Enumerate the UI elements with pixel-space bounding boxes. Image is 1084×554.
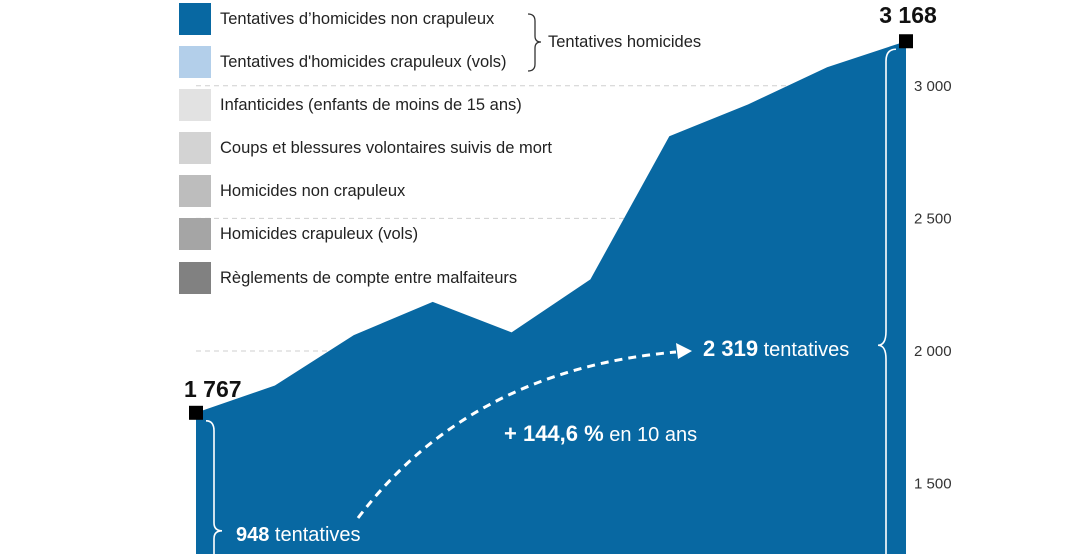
legend-label: Règlements de compte entre malfaiteurs — [220, 269, 518, 287]
endpoint-markers: 1 767 3 168 — [184, 2, 937, 420]
growth-annotation: + 144,6 % en 10 ans — [504, 421, 697, 446]
growth-arrow-head — [676, 343, 692, 359]
legend-swatch — [179, 175, 211, 207]
legend-item-homicides-crapuleux: Homicides crapuleux (vols) — [179, 218, 599, 252]
legend-label: Infanticides (enfants de moins de 15 ans… — [220, 96, 522, 114]
legend-item-infanticides: Infanticides (enfants de moins de 15 ans… — [179, 89, 599, 123]
brace-right — [877, 48, 897, 554]
start-value-label: 1 767 — [184, 376, 242, 402]
y-tick-label: 3 000 — [914, 78, 952, 95]
legend-swatch — [179, 218, 211, 250]
start-count-annotation: 948 tentatives — [236, 524, 361, 546]
start-point-marker — [189, 405, 203, 420]
legend-label: Tentatives d'homicides crapuleux (vols) — [220, 53, 507, 71]
legend-item-tentatives-crapuleux: Tentatives d'homicides crapuleux (vols) — [179, 46, 599, 80]
legend-group-brace — [527, 13, 542, 72]
y-tick-label: 2 000 — [914, 343, 952, 360]
legend-swatch — [179, 3, 211, 35]
legend-swatch — [179, 262, 211, 294]
end-count-annotation: 2 319 tentatives — [703, 336, 849, 361]
brace-left — [205, 419, 223, 554]
y-tick-label: 2 500 — [914, 210, 952, 227]
legend-swatch — [179, 46, 211, 78]
legend-label: Coups et blessures volontaires suivis de… — [220, 139, 552, 157]
legend-item-homicides-non-crapuleux: Homicides non crapuleux — [179, 175, 599, 209]
legend-item-reglements-compte: Règlements de compte entre malfaiteurs — [179, 262, 599, 296]
y-axis: 1 500 2 000 2 500 3 000 — [914, 78, 952, 493]
legend-swatch — [179, 132, 211, 164]
end-point-marker — [899, 34, 913, 49]
legend-label: Tentatives d’homicides non crapuleux — [220, 10, 495, 28]
legend-swatch — [179, 89, 211, 121]
legend-item-tentatives-non-crapuleux: Tentatives d’homicides non crapuleux — [179, 3, 599, 37]
y-tick-label: 1 500 — [914, 476, 952, 493]
legend-label: Homicides crapuleux (vols) — [220, 225, 419, 243]
legend-group-label: Tentatives homicides — [548, 33, 702, 51]
growth-arrow — [356, 350, 677, 519]
legend-item-coups-blessures: Coups et blessures volontaires suivis de… — [179, 132, 599, 166]
area-series-total — [196, 41, 906, 554]
end-value-label: 3 168 — [879, 2, 937, 28]
legend-label: Homicides non crapuleux — [220, 182, 406, 200]
